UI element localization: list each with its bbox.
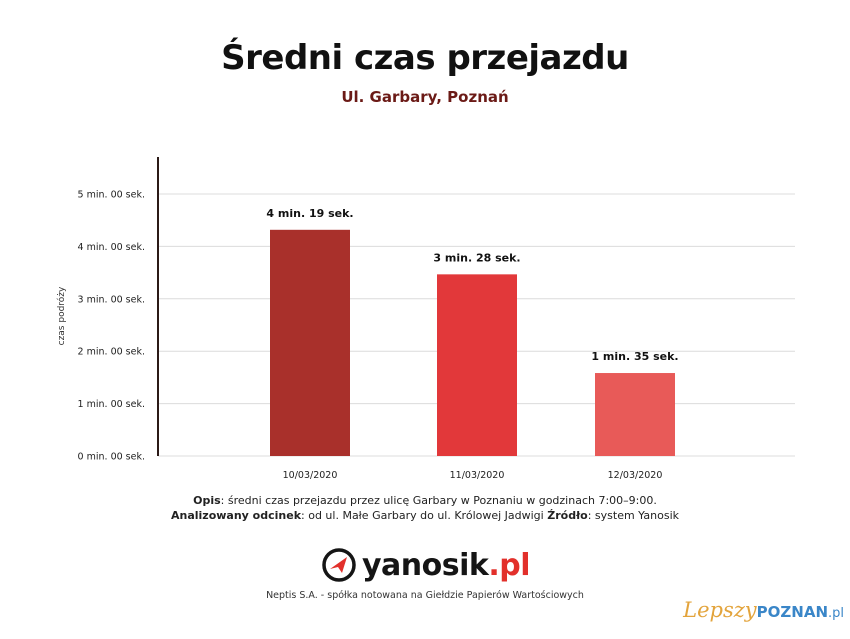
y-tick-label: 1 min. 00 sek. bbox=[78, 399, 145, 410]
yanosik-logo-text: yanosik.pl bbox=[362, 547, 531, 583]
y-tick-label: 3 min. 00 sek. bbox=[78, 294, 145, 305]
y-tick-label: 4 min. 00 sek. bbox=[78, 242, 145, 253]
y-axis-title: czas podróży bbox=[56, 286, 67, 345]
x-tick-label: 10/03/2020 bbox=[283, 470, 338, 481]
y-tick-label: 2 min. 00 sek. bbox=[78, 347, 145, 358]
bar-value-label: 3 min. 28 sek. bbox=[433, 251, 520, 264]
zrodlo-label: Źródło bbox=[547, 509, 588, 522]
footer-note: Neptis S.A. - spółka notowana na Giełdzi… bbox=[266, 590, 584, 601]
bar bbox=[270, 229, 350, 456]
yanosik-compass-icon bbox=[322, 548, 356, 582]
y-tick-label: 5 min. 00 sek. bbox=[78, 190, 145, 201]
bar bbox=[437, 274, 517, 456]
opis-text: : średni czas przejazdu przez ulicę Garb… bbox=[220, 494, 657, 507]
odcinek-label: Analizowany odcinek bbox=[171, 509, 302, 522]
watermark-part2: POZNAN bbox=[756, 603, 828, 621]
yanosik-logo: yanosik.pl bbox=[322, 547, 531, 583]
watermark-part3: .pl bbox=[828, 606, 844, 621]
zrodlo-text: : system Yanosik bbox=[587, 509, 679, 522]
watermark-part1: Lepszy bbox=[683, 598, 757, 622]
bar-value-label: 1 min. 35 sek. bbox=[591, 350, 678, 363]
odcinek-text: : od ul. Małe Garbary do ul. Królowej Ja… bbox=[301, 509, 548, 522]
opis-label: Opis bbox=[193, 494, 221, 507]
chart-subtitle: Ul. Garbary, Poznań bbox=[341, 88, 509, 106]
logo-main: yanosik bbox=[362, 547, 489, 583]
description-line-1: Opis: średni czas przejazdu przez ulicę … bbox=[0, 494, 850, 507]
lepszypoznan-watermark: Lepszy POZNAN .pl bbox=[683, 598, 844, 622]
x-tick-label: 12/03/2020 bbox=[608, 470, 663, 481]
bar-value-label: 4 min. 19 sek. bbox=[266, 207, 353, 220]
bar-chart: 0 min. 00 sek. 1 min. 00 sek. 2 min. 00 se… bbox=[56, 157, 795, 481]
bar bbox=[595, 373, 675, 456]
description-line-2: Analizowany odcinek: od ul. Małe Garbary… bbox=[0, 509, 850, 522]
chart-title: Średni czas przejazdu bbox=[221, 38, 629, 78]
y-tick-label: 0 min. 00 sek. bbox=[78, 452, 145, 463]
logo-accent: .pl bbox=[488, 547, 531, 583]
x-tick-label: 11/03/2020 bbox=[450, 470, 505, 481]
